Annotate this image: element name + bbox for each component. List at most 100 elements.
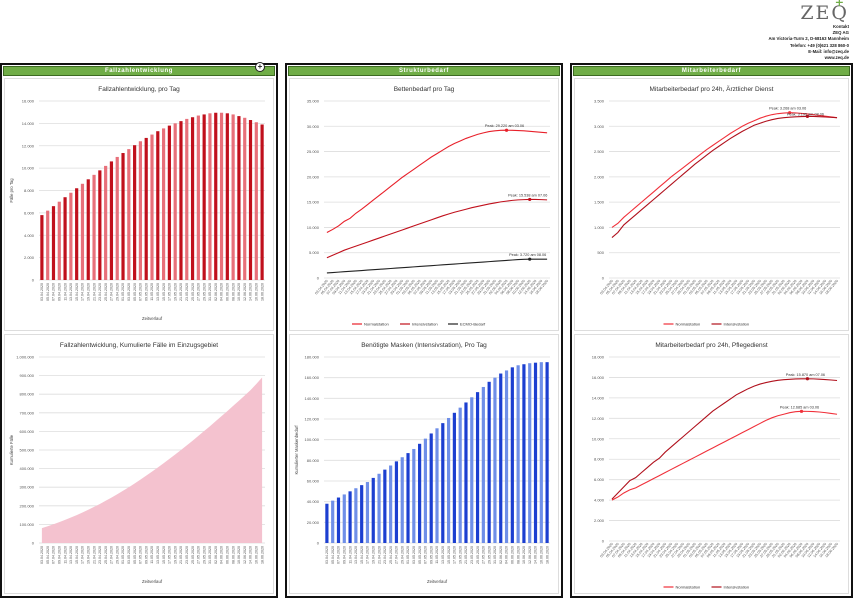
x-tick-label: 13.05.2020 (441, 546, 445, 564)
bar (377, 473, 381, 543)
x-tick-label: 07.04.2020 (52, 283, 56, 301)
x-tick-label: 15.05.2020 (162, 283, 166, 301)
bar (237, 116, 241, 281)
x-tick-label: 02.06.2020 (214, 283, 218, 301)
x-tick-label: 03.04.2020 (40, 283, 44, 301)
x-tick-label: 13.05.2020 (156, 546, 160, 564)
legend-label: Intensivstation (724, 321, 750, 326)
bar (533, 362, 538, 543)
chart-title: Fallzahlentwicklung, Kumulierte Fälle im… (60, 342, 218, 349)
bar (528, 363, 532, 543)
bar (446, 417, 451, 543)
y-tick-label: 2.000 (594, 518, 605, 523)
bar (383, 469, 387, 543)
y-tick-label: 6.000 (594, 477, 605, 482)
chart-panel-pflegedienst: Mitarbeiterbedarf pro 24h, Pflegedienst 0… (574, 334, 849, 594)
x-tick-label: 12.06.2020 (243, 546, 247, 564)
plus-icon: + (834, 0, 846, 9)
bar (348, 491, 352, 543)
chart-panel-aerztlicher-dienst: Mitarbeiterbedarf pro 24h, Ärztlicher Di… (574, 78, 849, 331)
bar (231, 114, 235, 280)
contact-website[interactable]: www.zeq.de (824, 55, 849, 61)
bar (493, 377, 497, 543)
bar (196, 115, 200, 280)
x-tick-label: 15.05.2020 (162, 546, 166, 564)
y-tick-label: 0 (32, 278, 35, 283)
y-tick-label: 5.000 (309, 250, 320, 255)
legend-label: Normalstation (676, 584, 701, 589)
x-tick-label: 08.06.2020 (231, 283, 235, 301)
chart-panel-faelle-pro-tag: Fallzahlentwicklung, pro Tag 0 2.000 4.000 6… (4, 78, 274, 331)
contact-info: Kontakt ZEQ AG Am Victoria-Turm 2, D-681… (768, 24, 849, 61)
bar (214, 112, 218, 280)
y-tick-label: 14.000 (22, 121, 35, 126)
y-tick-label: 14.000 (592, 395, 605, 400)
contact-heading: Kontakt (833, 24, 849, 29)
line-series-intensivstation (326, 198, 548, 259)
zeq-logo: ZEQ + (800, 0, 849, 24)
bar (46, 210, 50, 280)
bar (504, 370, 509, 543)
y-tick-label: 18.000 (592, 355, 605, 360)
chart-panel-bettenbedarf: Bettenbedarf pro Tag 0 5.000 10.000 15.000 20… (289, 78, 559, 331)
contact-email[interactable]: E-Mail: info@zeq.de (808, 48, 849, 54)
chart-title: Mitarbeiterbedarf pro 24h, Pflegedienst (655, 342, 768, 349)
x-tick-label: 19.05.2020 (173, 546, 177, 564)
line-series-normalstation (326, 129, 548, 233)
section-header: Strukturbedarf (288, 66, 560, 76)
y-tick-label: 40.000 (307, 499, 320, 504)
chart-faelle-pro-tag: Fallzahlentwicklung, pro Tag 0 2.000 4.000 6… (9, 86, 265, 321)
x-tick-label: 03.04.2020 (40, 546, 44, 564)
x-tick-label: 09.05.2020 (144, 546, 148, 564)
peak-label: Peak: 29.220 am 03.06 (485, 124, 524, 128)
bar (394, 461, 399, 543)
peak-label: Peak: 3.195 am 08.06 (787, 112, 824, 116)
bar (325, 503, 329, 543)
move-handle-icon[interactable]: + (255, 62, 265, 72)
bar (354, 488, 358, 543)
x-tick-label: 27.05.2020 (482, 546, 486, 564)
y-tick-label: 0 (32, 541, 35, 546)
x-tick-label: 25.05.2020 (191, 546, 195, 564)
bar (365, 482, 370, 543)
x-tick-label: 06.06.2020 (226, 283, 230, 301)
peak-label: Peak: 15.870 am 07.06 (786, 373, 825, 377)
x-tick-label: 10.06.2020 (237, 283, 241, 301)
y-tick-label: 8.000 (594, 457, 605, 462)
x-tick-label: 21.04.2020 (377, 546, 381, 564)
bar (80, 183, 85, 280)
y-tick-label: 200.000 (20, 503, 35, 508)
x-tick-label: 04.06.2020 (220, 546, 224, 564)
x-tick-label: 15.04.2020 (360, 546, 364, 564)
chart-masken: Benötigte Masken (Intensivstation), Pro … (294, 342, 550, 584)
x-tick-label: 09.04.2020 (342, 546, 346, 564)
x-tick-label: 01.05.2020 (406, 546, 410, 564)
bar (150, 134, 154, 280)
bar (452, 412, 456, 543)
x-tick-label: 19.04.2020 (86, 283, 90, 301)
x-tick-label: 09.04.2020 (57, 546, 61, 564)
peak-label: Peak: 3.268 am 03.06 (769, 107, 806, 111)
y-tick-label: 100.000 (305, 437, 320, 442)
bar (423, 438, 428, 543)
y-tick-label: 10.000 (307, 225, 320, 230)
legend-label: Normalstation (364, 321, 389, 326)
peak-label: Peak: 12.685 am 03.06 (780, 405, 819, 409)
bar (156, 131, 160, 280)
y-tick-label: 500 (597, 250, 604, 255)
x-tick-label: 19.04.2020 (371, 546, 375, 564)
x-tick-label: 23.04.2020 (383, 546, 387, 564)
y-tick-label: 1.500 (594, 200, 605, 205)
y-tick-label: 4.000 (24, 233, 35, 238)
bar (254, 122, 258, 280)
legend-label: Intensivstation (724, 584, 750, 589)
x-tick-label: 08.06.2020 (231, 546, 235, 564)
y-tick-label: 30.000 (307, 124, 320, 129)
peak-marker (528, 257, 532, 261)
x-tick-label: 17.05.2020 (453, 546, 457, 564)
x-tick-label: 29.04.2020 (115, 283, 119, 301)
y-tick-label: 300.000 (20, 485, 35, 490)
bar (86, 179, 90, 280)
x-tick-label: 21.04.2020 (92, 546, 96, 564)
legend-label: Normalstation (676, 321, 701, 326)
